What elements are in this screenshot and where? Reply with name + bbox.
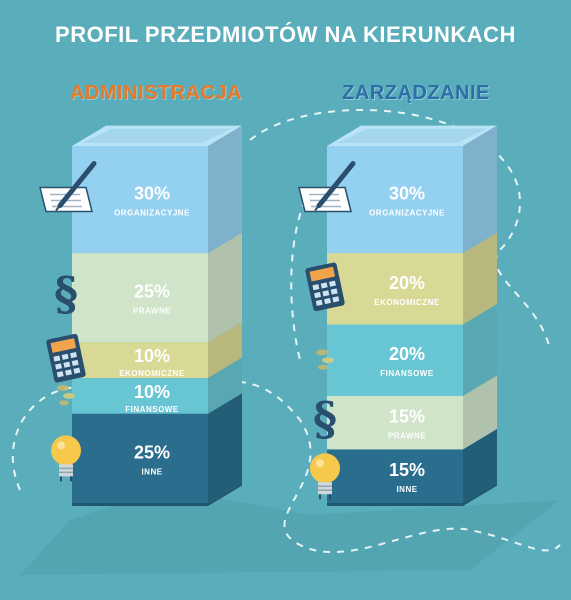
bar-segment-side — [463, 304, 497, 396]
bar-segment-side — [463, 429, 497, 503]
bar-segment — [72, 253, 208, 343]
segment-inne: 15% INNE — [327, 429, 497, 503]
bar-segment — [72, 342, 208, 379]
category-label: ORGANIZACYJNE — [114, 209, 190, 218]
document-pen-icon — [39, 161, 97, 213]
calculator-icon — [46, 333, 86, 383]
dashed-path — [11, 380, 561, 554]
category-label: FINANSOWE — [125, 405, 179, 414]
coins-icon — [57, 384, 75, 406]
bar-segment-side — [463, 125, 497, 254]
paragraph-icon: § — [54, 267, 78, 321]
value-label: 10% — [134, 346, 170, 366]
segment-ekonomiczne: 20% EKONOMICZNE — [327, 232, 497, 325]
column-top-inner — [337, 128, 487, 143]
segment-ekonomiczne: 10% EKONOMICZNE — [72, 321, 242, 379]
value-label: 20% — [389, 344, 425, 364]
category-label: EKONOMICZNE — [374, 298, 440, 307]
paragraph-icon: § — [313, 392, 337, 446]
bar-segment-side — [208, 393, 242, 503]
column-base — [327, 482, 497, 506]
bar-segment — [327, 324, 463, 396]
lightbulb-icon — [51, 435, 81, 482]
value-label: 25% — [134, 282, 170, 302]
svg-text:§: § — [54, 267, 78, 321]
column-zarzadzanie: 30% ORGANIZACYJNE 20% EKONOMICZNE 20% FINANSO… — [327, 125, 497, 506]
dashed-loop — [249, 109, 551, 351]
page-title: PROFIL PRZEDMIOTÓW NA KIERUNKACH — [55, 22, 516, 47]
bar-segment — [327, 253, 463, 325]
bar-segment — [72, 378, 208, 414]
value-label: 20% — [389, 273, 425, 293]
category-label: PRAWNE — [133, 307, 171, 316]
segment-finansowe: 20% FINANSOWE — [327, 304, 497, 396]
category-label: ORGANIZACYJNE — [369, 209, 445, 218]
bar-segment-side — [208, 125, 242, 254]
value-label: 10% — [134, 382, 170, 402]
segment-prawne: 15% PRAWNE — [327, 375, 497, 450]
column-base — [72, 482, 242, 506]
category-label: PRAWNE — [388, 432, 426, 441]
bar-segment-side — [463, 232, 497, 325]
document-pen-icon — [298, 161, 356, 213]
category-label: INNE — [396, 485, 417, 494]
column-administracja: 30%ORGANIZACYJNE25%PRAWNE10%EKONOMICZNE1… — [72, 125, 242, 506]
column-title-administracja: ADMINISTRACJA — [69, 82, 243, 104]
value-label: 25% — [134, 442, 170, 462]
svg-text:§: § — [313, 392, 337, 446]
category-label: EKONOMICZNE — [119, 369, 185, 378]
bar-segment — [327, 449, 463, 503]
segment-inne: 25% INNE — [72, 393, 242, 503]
segment-organizacyjne: 30% ORGANIZACYJNE — [72, 125, 242, 254]
value-label: 15% — [389, 460, 425, 480]
bar-segment-side — [208, 321, 242, 379]
bar-segment — [72, 413, 208, 503]
column-title-zarzadzanie: ZARZĄDZANIE — [342, 82, 490, 104]
value-label: 30% — [389, 184, 425, 204]
value-label: 15% — [389, 407, 425, 427]
coins-icon — [316, 349, 334, 370]
bar-segment-side — [208, 357, 242, 414]
bar-segment-side — [463, 375, 497, 450]
lightbulb-icon — [310, 453, 340, 500]
floor-shadow — [20, 488, 560, 575]
segment-prawne: 25% PRAWNE — [72, 232, 242, 343]
category-label: INNE — [141, 467, 162, 476]
bar-segment-side — [208, 232, 242, 343]
category-label: FINANSOWE — [380, 369, 434, 378]
value-label: 30% — [134, 184, 170, 204]
bar-segment — [327, 395, 463, 450]
segment-finansowe: 10% FINANSOWE — [72, 357, 242, 414]
calculator-icon — [305, 262, 345, 312]
column-top-inner — [82, 128, 232, 143]
dashed-curve — [290, 199, 306, 361]
